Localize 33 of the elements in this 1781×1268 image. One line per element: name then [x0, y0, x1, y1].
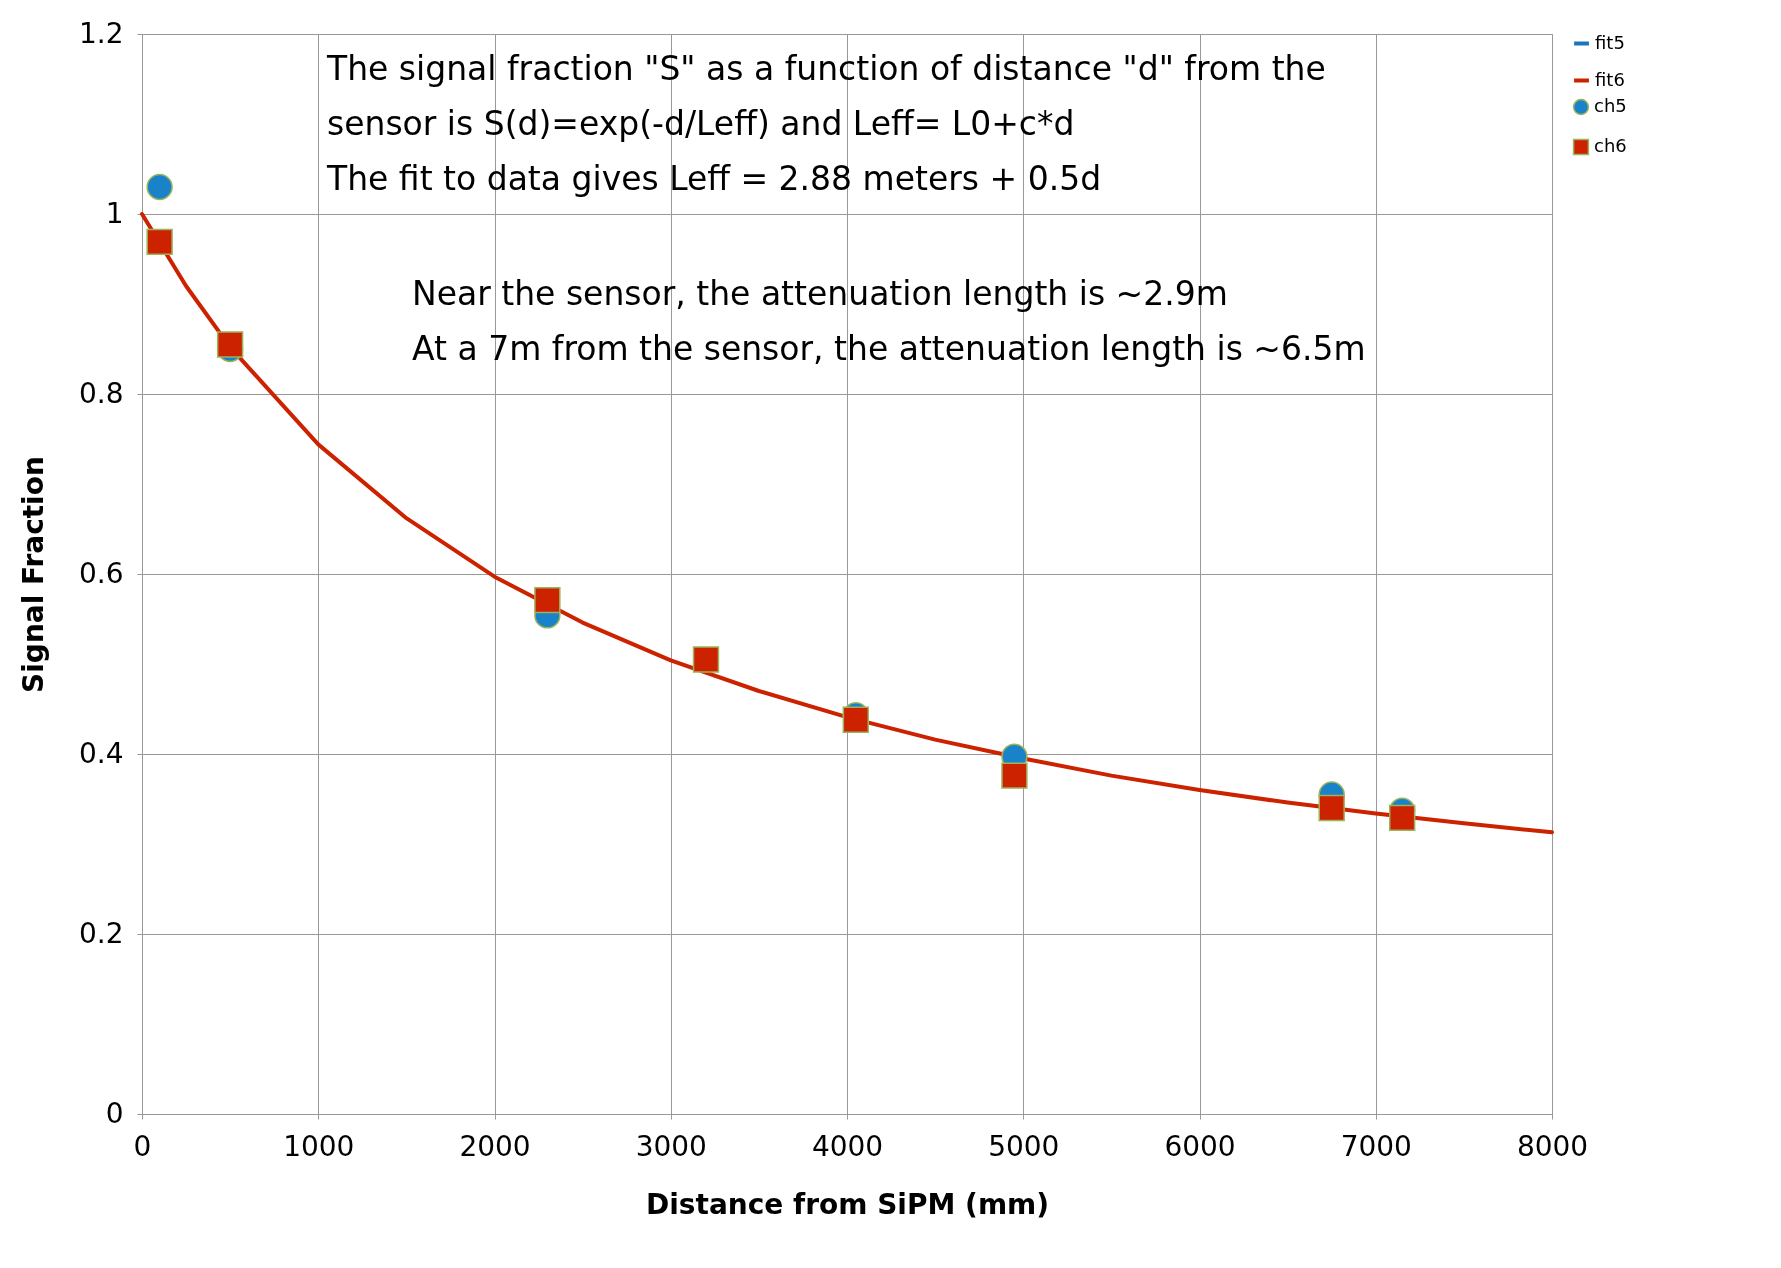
line-series: [140, 212, 1554, 835]
point: [1001, 762, 1028, 789]
point: [146, 173, 173, 201]
legend-label: ch6: [1594, 135, 1627, 156]
x-tick-label: 2000: [459, 1129, 531, 1163]
y-tick-label: 1.2: [78, 16, 124, 50]
x-axis-title: Distance from SiPM (mm): [645, 1187, 1050, 1221]
x-tick-label: 0: [133, 1129, 152, 1163]
point: [146, 228, 173, 256]
legend-label: fit5: [1595, 31, 1625, 53]
x-tick-label: 7000: [1340, 1129, 1412, 1163]
y-tick-label: 0: [105, 1096, 124, 1130]
x-tick-label: 3000: [635, 1129, 707, 1163]
y-tick-label: 0.8: [78, 376, 124, 410]
x-tick-label: 5000: [988, 1129, 1060, 1163]
x-tick-label: 4000: [811, 1129, 884, 1163]
point: [216, 331, 244, 358]
annotation: The signal fraction "S" as a function of distance "d" from the sensor is S(d)=exp(-d/Leff) and Leff= L0+c*d The fit to data gives Leff = 2.88 meters + 0.5d: [326, 49, 1326, 198]
legend-label: fit6: [1595, 68, 1625, 90]
x-tick-label: 1000: [283, 1129, 355, 1163]
point: [534, 586, 561, 614]
y-tick-label: 0.4: [78, 736, 124, 770]
point: [1318, 794, 1345, 822]
y-tick-label: 0.6: [78, 556, 124, 590]
y-axis-title: Signal Fraction: [16, 456, 50, 693]
x-tick-label: 6000: [1164, 1129, 1236, 1163]
legend-label: ch5: [1594, 95, 1627, 116]
point: [692, 646, 720, 673]
point: [1388, 804, 1416, 832]
y-tick-label: 1: [105, 196, 124, 230]
annotation: Near the sensor, the attenuation length is ~2.9m At a 7m from the sensor, the attenuation length is ~6.5m: [412, 274, 1366, 368]
x-tick-label: 8000: [1516, 1129, 1589, 1163]
y-tick-label: 0.2: [78, 916, 124, 950]
